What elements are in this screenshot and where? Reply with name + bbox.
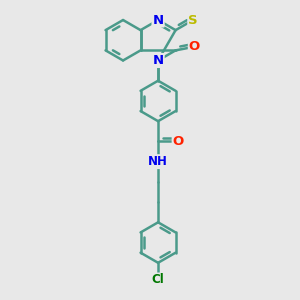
Text: O: O [173,135,184,148]
Text: S: S [188,14,198,26]
Text: O: O [189,40,200,53]
Text: Cl: Cl [152,274,164,286]
Text: N: N [152,54,164,67]
Text: NH: NH [148,155,168,168]
Text: N: N [152,14,164,26]
